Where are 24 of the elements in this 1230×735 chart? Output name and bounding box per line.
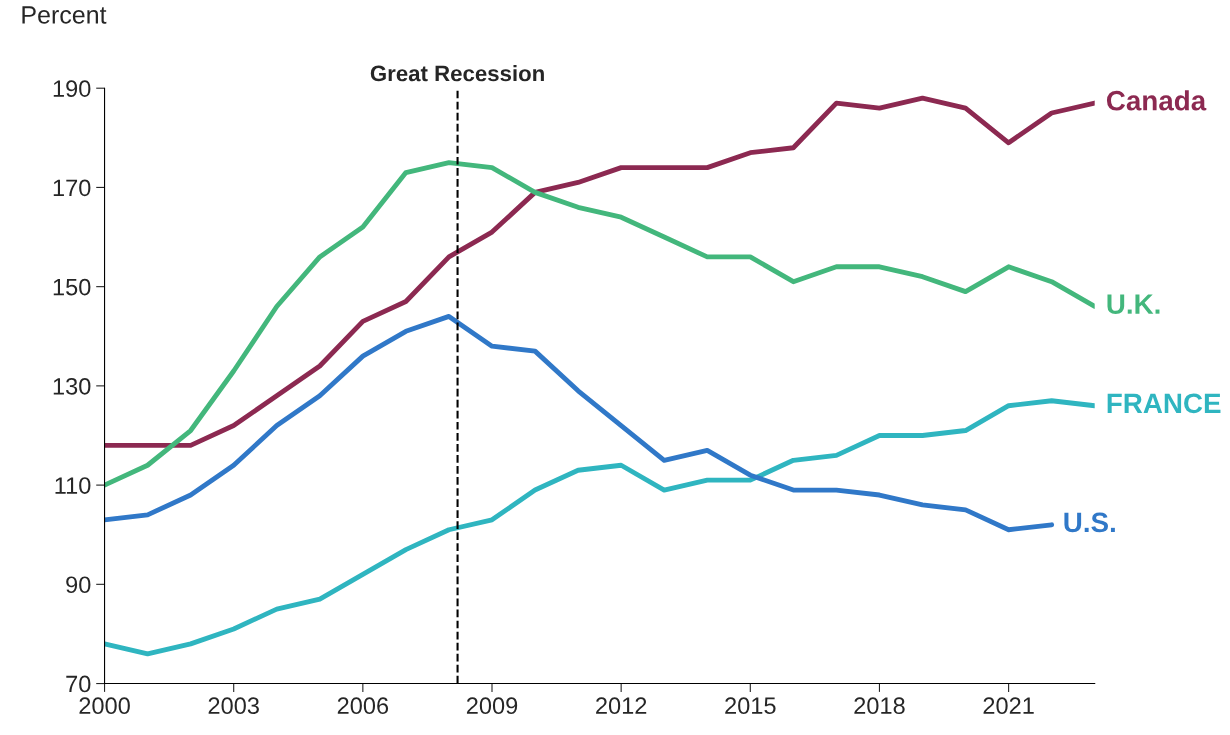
ref-line-label: Great Recession: [370, 65, 544, 82]
y-tick-label: 90: [66, 576, 91, 594]
series-label: U.K.: [1107, 294, 1160, 314]
line-series: [104, 95, 1095, 448]
y-tick-label: 170: [53, 179, 91, 197]
x-tick-label: 2006: [337, 697, 389, 715]
line-series: [104, 313, 1055, 533]
y-tick-label: 150: [53, 278, 91, 296]
x-tick-label: 2003: [208, 697, 259, 715]
series-label: Canada: [1106, 90, 1207, 111]
line-series: [104, 160, 1095, 488]
series-label: FRANCE: [1107, 393, 1221, 414]
y-tick-label: 130: [53, 377, 91, 395]
y-tick-label: 190: [53, 80, 91, 97]
x-tick-label: 2015: [725, 697, 776, 715]
x-tick-label: 2009: [466, 697, 518, 715]
series-label: U.S.: [1064, 512, 1115, 533]
y-tick-label: 110: [55, 477, 91, 494]
x-tick-label: 2000: [79, 697, 130, 715]
x-tick-label: 2018: [854, 697, 905, 715]
x-tick-label: 2012: [596, 697, 647, 715]
x-tick-label: 2021: [983, 697, 1034, 715]
y-tick-label: 70: [66, 675, 91, 693]
y-axis-title: Percent: [22, 6, 107, 24]
